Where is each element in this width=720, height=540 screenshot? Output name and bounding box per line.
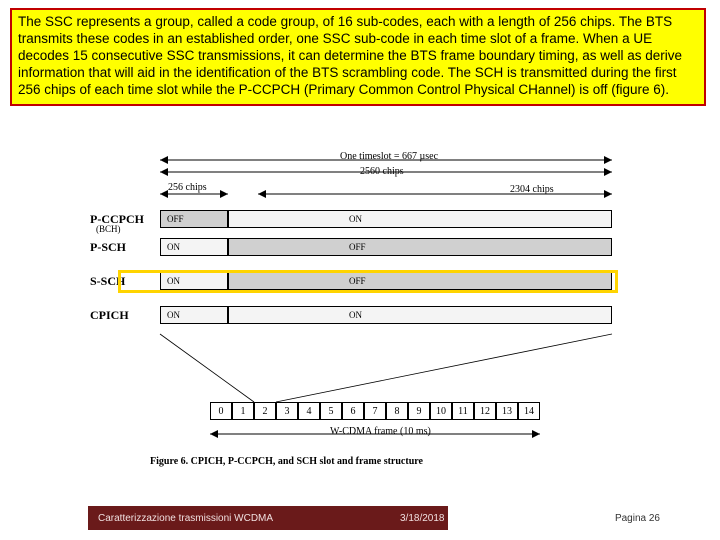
frame-slot: 12 (474, 402, 496, 420)
channel-label: P-SCH (90, 240, 126, 255)
bar-segment: OFF (160, 210, 228, 228)
figure-caption: Figure 6. CPICH, P-CCPCH, and SCH slot a… (150, 456, 423, 467)
explanation-box: The SSC represents a group, called a cod… (10, 8, 706, 106)
frame-slot: 0 (210, 402, 232, 420)
channel-sublabel: (BCH) (96, 224, 121, 234)
frame-slot: 14 (518, 402, 540, 420)
timeslot-label: One timeslot = 667 µsec (340, 151, 438, 162)
frame-slot: 5 (320, 402, 342, 420)
frame-slot: 2 (254, 402, 276, 420)
frame-slot: 10 (430, 402, 452, 420)
footer-left: Caratterizzazione trasmissioni WCDMA (98, 513, 273, 524)
bar-segment: ON (228, 210, 612, 228)
bar-segment: ON (228, 306, 612, 324)
frame-slot: 8 (386, 402, 408, 420)
chips-right: 2304 chips (510, 184, 554, 195)
chips-left: 256 chips (168, 182, 207, 193)
frame-slot: 6 (342, 402, 364, 420)
bar-segment: ON (160, 238, 228, 256)
bar-segment: OFF (228, 238, 612, 256)
channel-label: CPICH (90, 308, 129, 323)
frame-slot: 7 (364, 402, 386, 420)
frame-slot: 1 (232, 402, 254, 420)
frame-slot: 4 (298, 402, 320, 420)
chips-total: 2560 chips (360, 166, 404, 177)
explanation-text: The SSC represents a group, called a cod… (18, 14, 698, 98)
footer-right: Pagina 26 (615, 513, 660, 524)
frame-label: W-CDMA frame (10 ms) (330, 426, 431, 437)
frame-slot: 13 (496, 402, 518, 420)
ssch-highlight-box (118, 270, 618, 293)
footer-center: 3/18/2018 (400, 513, 445, 524)
frame-slot: 3 (276, 402, 298, 420)
timing-diagram: One timeslot = 667 µsec 2560 chips 256 c… (90, 148, 630, 494)
frame-slot: 9 (408, 402, 430, 420)
frame-slot: 11 (452, 402, 474, 420)
bar-segment: ON (160, 306, 228, 324)
